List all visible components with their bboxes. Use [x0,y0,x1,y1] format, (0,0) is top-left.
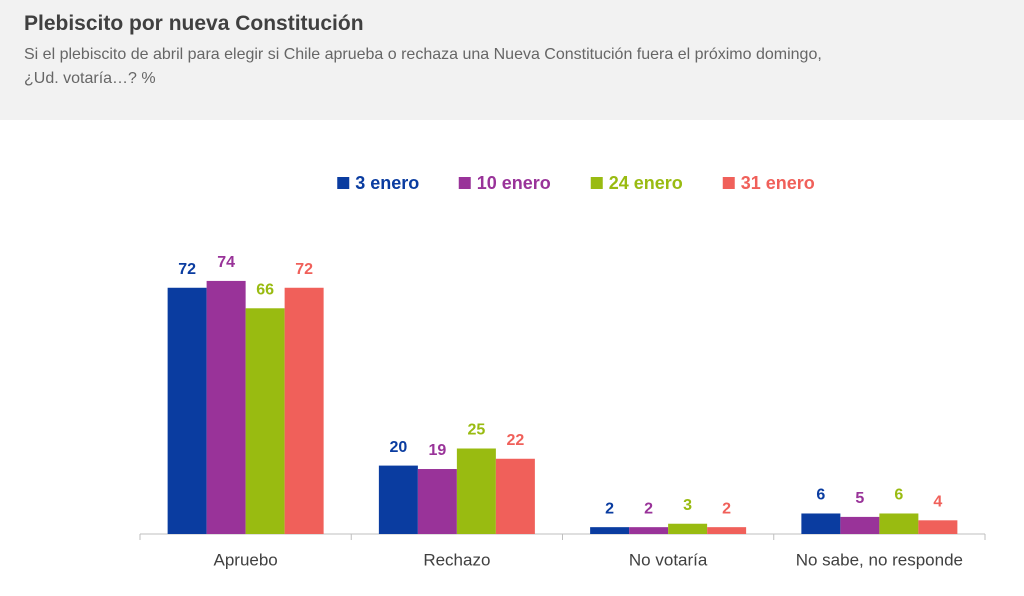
legend-swatch [722,177,735,189]
bar [284,287,324,534]
x-tick-label: Apruebo [213,550,277,569]
legend-label: 31 enero [741,173,815,193]
x-tick-label: No votaría [629,550,708,569]
bar [918,520,958,534]
data-label: 25 [467,422,485,439]
x-tick-label: No sabe, no responde [796,550,963,569]
data-label: 4 [933,494,942,511]
bar [495,458,535,534]
x-tick-label: Rechazo [423,550,490,569]
legend-label: 10 enero [477,173,551,193]
bar [707,527,747,534]
bar [378,465,418,534]
bar [245,308,285,534]
bar [167,287,207,534]
data-label: 22 [506,432,524,449]
data-label: 2 [722,500,731,517]
data-label: 66 [256,281,274,298]
bar [879,513,919,534]
legend-swatch [590,177,603,189]
bar [417,469,457,534]
data-label: 20 [389,439,407,456]
legend-swatch [458,177,471,189]
data-label: 6 [816,487,825,504]
data-label: 2 [644,500,653,517]
data-label: 6 [894,487,903,504]
bar [206,280,246,534]
chart-subtitle: ¿Ud. votaría…? % [24,70,156,87]
legend-label: 24 enero [609,173,683,193]
data-label: 3 [683,497,692,514]
data-label: 74 [217,254,235,271]
header: Plebiscito por nueva Constitución Si el … [0,0,1024,120]
bar [668,523,708,534]
data-label: 72 [295,261,313,278]
bar [840,516,880,534]
chart-subtitle: Si el plebiscito de abril para elegir si… [24,46,822,63]
bar [629,527,669,534]
bar [456,448,496,534]
legend-label: 3 enero [355,173,419,193]
data-label: 72 [178,261,196,278]
chart-title: Plebiscito por nueva Constitución [24,12,364,35]
legend-swatch [337,177,350,189]
data-label: 5 [855,490,864,507]
data-label: 2 [605,500,614,517]
bar [590,527,630,534]
data-label: 19 [428,442,446,459]
bar [801,513,841,534]
